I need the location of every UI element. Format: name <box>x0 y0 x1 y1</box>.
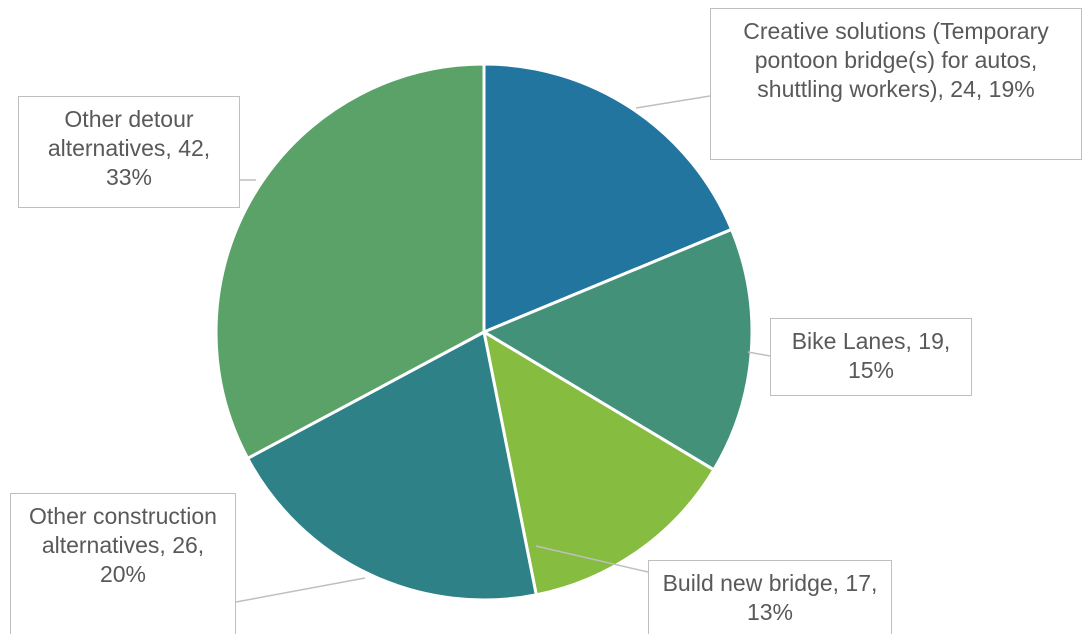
pie-slice <box>245 329 539 602</box>
leader-line <box>635 95 711 109</box>
data-label: Other construction alternatives, 26, 20% <box>10 493 236 634</box>
leader-line <box>535 545 649 573</box>
pie-slice <box>481 328 716 597</box>
pie-slice <box>482 62 734 335</box>
leader-line <box>747 351 771 357</box>
leader-line <box>235 577 366 603</box>
pie-slice <box>214 62 486 461</box>
data-label: Bike Lanes, 19, 15% <box>770 318 972 396</box>
pie-slice <box>480 227 754 472</box>
data-label: Build new bridge, 17, 13% <box>648 560 892 634</box>
data-label: Creative solutions (Temporary pontoon br… <box>710 8 1082 160</box>
data-label: Other detour alternatives, 42, 33% <box>18 96 240 208</box>
